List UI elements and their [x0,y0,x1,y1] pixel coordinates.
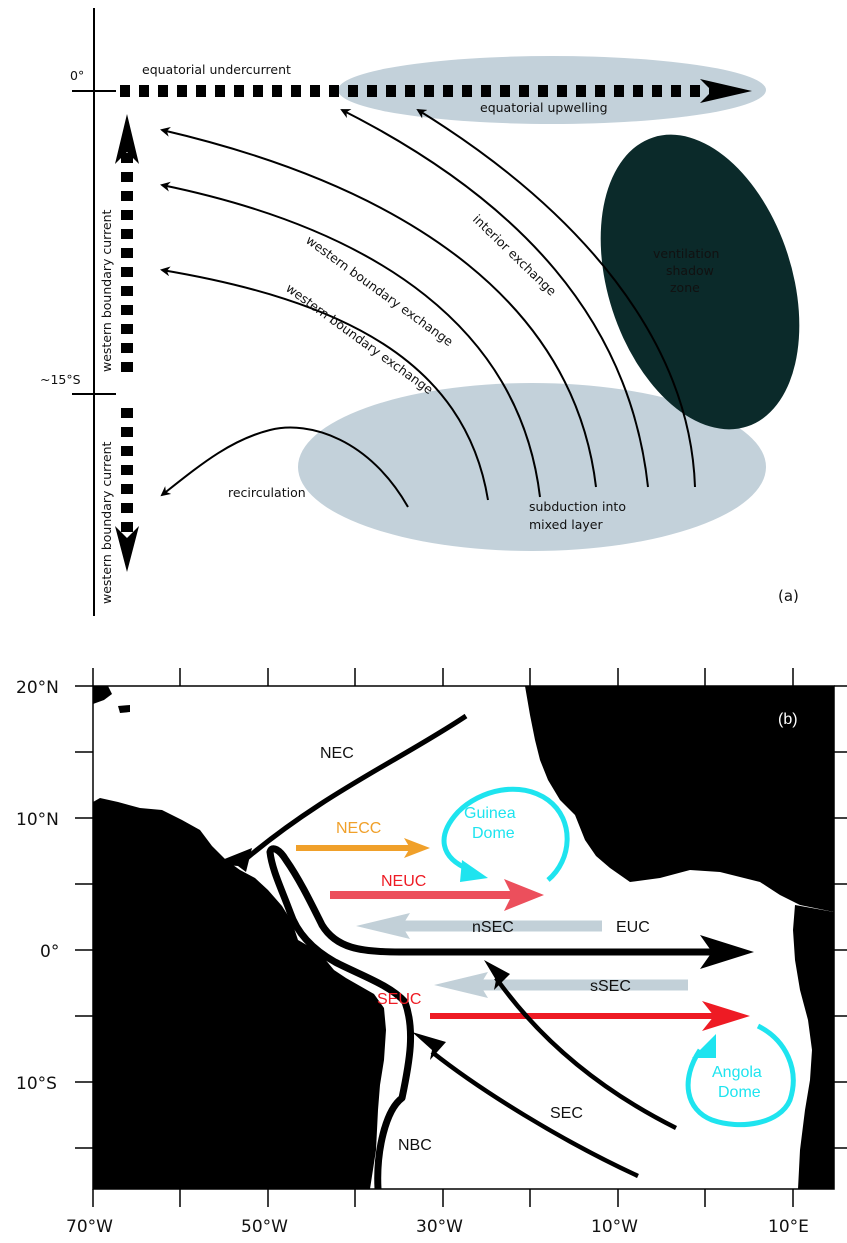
boundary-exchange-streamline-2 [160,181,541,498]
guinea-dome-arrowhead [460,860,488,882]
exchange-streamlines [160,108,696,508]
euc-label: EUC [616,919,650,936]
y-tick-10s: 10°S [16,1074,57,1094]
sec-branch-1-arrowhead [412,1032,446,1060]
nec-label: NEC [320,745,354,762]
interior-exchange-streamline-2 [340,109,649,488]
interior-exchange-label: interior exchange [470,211,560,298]
ssec-label: sSEC [590,978,631,995]
x-tick-10e: 10°E [768,1217,809,1237]
subduction-label-1: subduction into [529,499,626,514]
neuc-arrowhead [504,879,544,911]
boundary-exchange-streamline-1 [160,126,597,488]
angola-dome-label-2: Dome [718,1084,761,1101]
equatorial-undercurrent-arrowhead [700,79,752,103]
y-tick-20n: 20°N [16,678,59,698]
western-boundary-exchange-label-2: western boundary exchange [283,280,436,397]
map-frame [92,685,835,1190]
small-island [118,705,130,713]
guinea-dome-label-1: Guinea [464,805,516,822]
y-tick-10n: 10°N [16,810,59,830]
south-america [93,798,386,1189]
sec-branch-1 [430,1050,639,1179]
ventilation-shadow-zone-label-1: ventilation [653,246,719,261]
necc-label: NECC [336,820,381,837]
sec-branch-2 [494,976,678,1131]
sec-branch-2-arrowhead [484,960,510,990]
seuc-arrowhead [702,1001,750,1031]
western-boundary-current-down-arrowhead [115,526,139,572]
guinea-dome-loop [441,786,570,882]
x-tick-30w: 30°W [416,1217,463,1237]
equatorial-upwelling-region [338,56,766,124]
western-boundary-exchange-label-1: western boundary exchange [303,232,456,349]
ventilation-shadow-zone-label-2: shadow [666,263,714,278]
interior-exchange-streamline-1 [416,108,696,488]
recirculation-label: recirculation [228,485,306,500]
recirculation-streamline [160,426,409,508]
boundary-exchange-streamline-3 [160,266,489,501]
angola-dome-loop [685,1023,796,1128]
panel-a: 0° ~15°S equatorial undercurrent equator… [40,8,800,616]
angola-dome-arrowhead [692,1034,716,1058]
land [93,686,834,1189]
nbc-label: NBC [398,1137,432,1154]
africa-south [793,905,834,1189]
nsec-arrowhead [356,913,410,939]
africa-north [525,686,834,912]
caribbean-islands [93,686,112,704]
western-boundary-current-up-arrowhead [115,114,139,164]
x-tick-10w: 10°W [591,1217,638,1237]
western-boundary-current-lower-label: western boundary current [99,441,114,604]
equatorial-undercurrent-label: equatorial undercurrent [142,62,291,77]
ventilation-shadow-zone-label-3: zone [670,280,700,295]
necc-arrowhead [404,838,430,858]
y-tick-0: 0° [40,942,59,962]
neuc-label: NEUC [381,873,426,890]
western-boundary-current-upper-label: western boundary current [99,209,114,372]
nbc-euc-current [266,845,712,1190]
angola-dome-label-1: Angola [712,1064,762,1081]
map-ticks [75,668,847,1207]
panel-a-label: (a) [778,587,799,605]
subduction-region [298,383,766,551]
seuc-label: SEUC [377,991,421,1008]
nsec-label: nSEC [472,919,514,936]
equator-label: 0° [70,68,84,83]
x-tick-50w: 50°W [241,1217,288,1237]
guinea-dome-label-2: Dome [472,825,515,842]
ssec-arrowhead [434,972,488,998]
panel-b: 20°N 10°N 0° 10°S 70°W 50°W 30°W 10°W 10… [16,668,847,1237]
sec-label: SEC [550,1105,583,1122]
equatorial-upwelling-label: equatorial upwelling [480,100,608,115]
ventilation-shadow-zone [600,134,800,430]
subduction-label-2: mixed layer [529,517,603,532]
nec-arrow [238,713,468,866]
panel-b-label: (b) [778,711,798,728]
euc-arrowhead [700,935,754,969]
nec-arrowhead [212,848,252,872]
15s-label: ~15°S [40,372,81,387]
x-tick-70w: 70°W [66,1217,113,1237]
